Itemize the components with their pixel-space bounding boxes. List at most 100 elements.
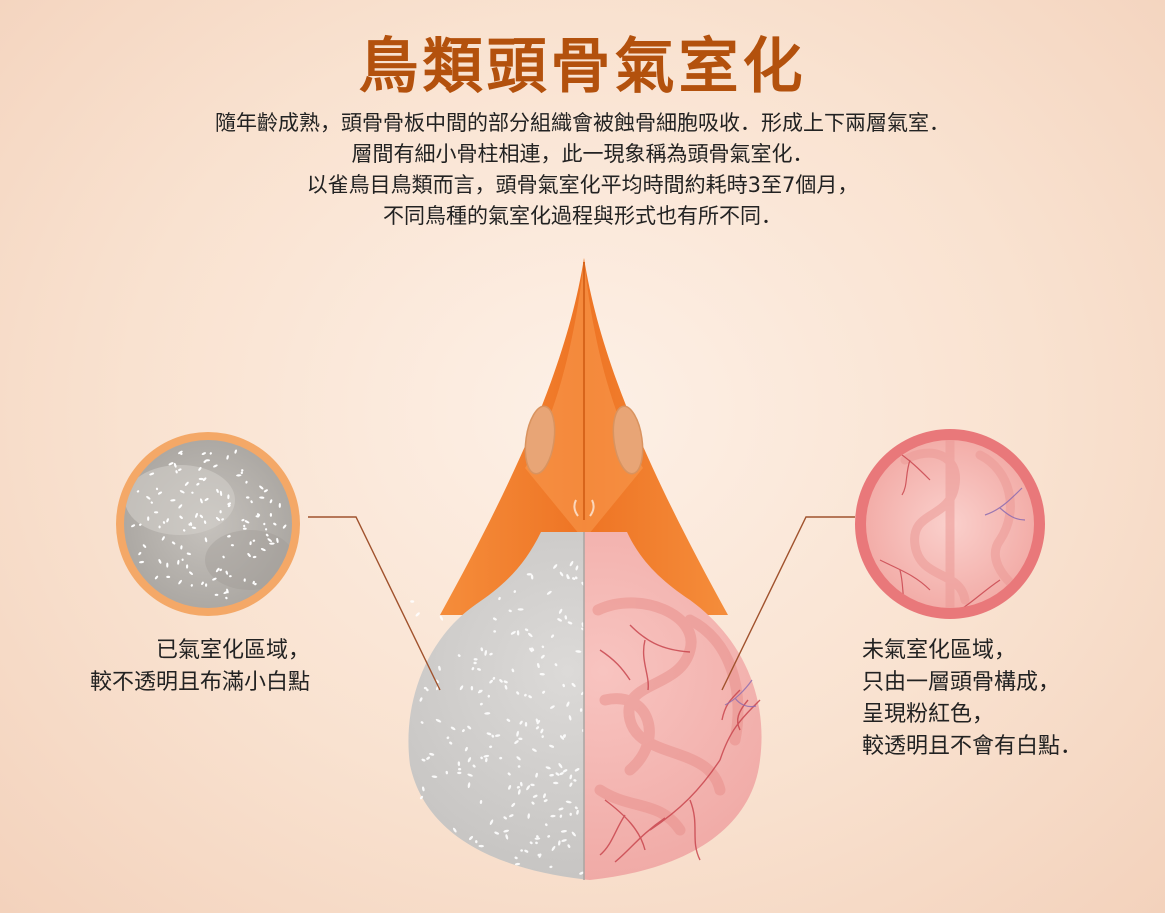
white-speck (226, 588, 229, 594)
white-speck (526, 785, 531, 791)
white-speck (247, 552, 251, 558)
white-speck (452, 827, 457, 833)
white-speck (184, 481, 189, 486)
white-speck (557, 618, 562, 622)
white-speck (259, 496, 265, 499)
white-speck (421, 758, 426, 762)
white-speck (567, 621, 573, 625)
white-speck (579, 708, 583, 712)
white-speck (494, 734, 501, 737)
white-speck (419, 697, 423, 702)
intro-line: 層間有細小骨柱相連，此一現象稱為頭骨氣室化． (351, 142, 814, 166)
white-speck (178, 504, 183, 509)
white-speck (489, 652, 493, 656)
intro-line: 以雀鳥目鳥類而言，頭骨氣室化平均時間約耗時3至7個月， (306, 173, 859, 197)
white-speck (580, 691, 584, 695)
white-speck (410, 600, 415, 603)
white-speck (200, 498, 203, 504)
white-speck (547, 835, 551, 838)
white-speck (535, 841, 538, 845)
white-speck (249, 541, 252, 546)
white-speck (185, 564, 189, 569)
white-speck (560, 830, 567, 833)
pneumatized-region (408, 532, 584, 880)
white-speck (529, 841, 533, 845)
white-speck (182, 529, 186, 532)
white-speck (161, 536, 165, 541)
unpneumatized-magnifier (855, 429, 1045, 619)
white-speck (565, 800, 572, 804)
white-speck (518, 737, 523, 741)
white-speck (438, 665, 441, 671)
white-speck (179, 515, 183, 519)
white-speck (189, 571, 193, 575)
white-speck (131, 524, 136, 528)
white-speck (499, 679, 503, 683)
white-speck (426, 756, 430, 760)
white-speck (540, 728, 544, 734)
white-speck (196, 482, 200, 486)
caption-line: 已氣室化區域， (155, 638, 310, 663)
white-speck (202, 477, 207, 482)
white-speck (539, 672, 545, 676)
white-speck (520, 781, 523, 787)
white-speck (429, 752, 435, 756)
white-speck (492, 617, 497, 621)
white-speck (250, 500, 253, 504)
white-speck (204, 583, 208, 587)
white-speck (473, 661, 477, 665)
white-speck (541, 735, 544, 738)
white-speck (457, 654, 461, 657)
white-speck (265, 533, 269, 537)
white-speck (562, 769, 568, 773)
caption-line: 只由一層頭骨構成， (862, 670, 1061, 695)
white-speck (550, 814, 556, 818)
white-speck (181, 558, 184, 561)
white-speck (559, 735, 565, 740)
white-speck (415, 612, 420, 617)
white-speck (221, 518, 224, 521)
white-speck (514, 856, 518, 860)
white-speck (531, 801, 535, 805)
white-speck (526, 573, 532, 576)
white-speck (136, 490, 140, 493)
white-speck (252, 555, 257, 559)
white-speck (498, 596, 501, 601)
white-speck (549, 744, 555, 748)
white-speck (524, 693, 527, 697)
white-speck (486, 732, 492, 736)
white-speck (566, 701, 570, 707)
white-speck (559, 814, 563, 818)
white-speck (535, 726, 540, 730)
white-speck (536, 720, 541, 725)
white-speck (459, 685, 464, 691)
white-speck (236, 474, 242, 477)
white-speck (546, 590, 552, 595)
white-speck (242, 527, 247, 530)
pneumatized-caption: 已氣室化區域， 較不透明且布滿小白點 (40, 635, 310, 699)
white-speck (489, 679, 493, 684)
white-speck (215, 516, 221, 522)
white-speck (550, 634, 555, 638)
white-speck (553, 564, 558, 569)
white-speck (535, 772, 538, 778)
white-speck (575, 565, 579, 571)
white-speck (508, 785, 512, 790)
white-speck (531, 748, 537, 752)
caption-line: 未氣室化區域， (862, 638, 1017, 663)
white-speck (201, 452, 206, 455)
beak-shape (440, 258, 728, 615)
white-speck (449, 741, 453, 745)
white-speck (491, 734, 495, 738)
white-speck (166, 518, 169, 523)
white-speck (571, 682, 576, 688)
white-speck (282, 524, 287, 529)
white-speck (214, 593, 219, 596)
white-speck (273, 522, 277, 526)
white-speck (528, 632, 533, 638)
white-speck (264, 528, 268, 531)
white-speck (569, 782, 573, 787)
white-speck (269, 512, 272, 517)
white-speck (209, 452, 212, 455)
white-speck (549, 705, 555, 709)
